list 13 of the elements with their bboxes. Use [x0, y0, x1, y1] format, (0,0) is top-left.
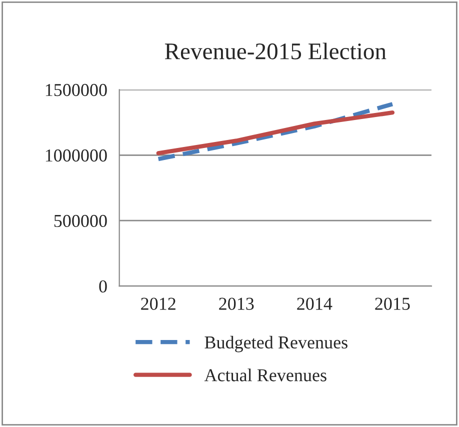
line-series — [156, 110, 395, 156]
y-tick-label: 0 — [99, 280, 107, 293]
x-tick-label: 2013 — [219, 298, 254, 310]
line-series — [156, 102, 395, 162]
y-tick-label: 500000 — [54, 214, 107, 228]
legend-label: Budgeted Revenues — [204, 336, 348, 352]
y-tick-label: 1000000 — [46, 149, 107, 162]
chart-title: Revenue-2015 Election — [164, 42, 386, 60]
x-tick-label: 2015 — [375, 298, 410, 310]
x-tick-label: 2014 — [297, 298, 332, 310]
y-tick-label: 1500000 — [46, 84, 107, 96]
x-tick-label: 2012 — [141, 298, 176, 310]
legend-label: Actual Revenues — [204, 368, 326, 382]
